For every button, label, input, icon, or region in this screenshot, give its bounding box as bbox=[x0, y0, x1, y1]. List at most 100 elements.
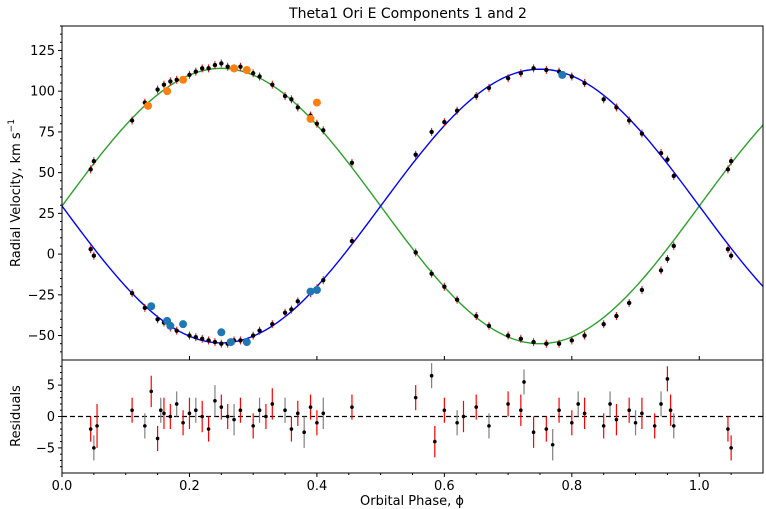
comp2-data-point bbox=[295, 299, 300, 304]
comp1-data-point bbox=[250, 71, 256, 76]
rv-y-tick-label: 75 bbox=[38, 125, 55, 140]
residual-point bbox=[158, 408, 163, 413]
comp1-data-point bbox=[544, 341, 549, 346]
comp1-data-point bbox=[639, 287, 645, 293]
comp2-data-point bbox=[289, 307, 294, 312]
residual-point bbox=[232, 417, 236, 422]
residuals-data-points bbox=[88, 363, 733, 461]
comp2-data-point bbox=[601, 97, 606, 102]
comp1-data-point bbox=[193, 69, 199, 74]
comp1-data-point bbox=[161, 82, 167, 87]
residual-point bbox=[413, 395, 418, 400]
comp2-data-point bbox=[671, 173, 676, 179]
x-tick-label: 1.0 bbox=[689, 479, 710, 494]
comp1-data-point bbox=[442, 284, 447, 289]
comp2-data-point bbox=[518, 71, 524, 76]
residual-point bbox=[633, 420, 638, 425]
residual-point bbox=[550, 442, 555, 447]
residual-point bbox=[206, 427, 211, 431]
orange-data-point bbox=[230, 64, 239, 73]
x-tick-label: 0.8 bbox=[561, 479, 582, 494]
orange-data-point bbox=[179, 75, 188, 84]
comp2-data-point bbox=[282, 310, 288, 315]
comp2-data-point bbox=[429, 129, 434, 135]
comp2-data-point bbox=[582, 80, 587, 86]
rv-y-tick-label: 125 bbox=[30, 44, 55, 59]
blue-data-point bbox=[226, 338, 235, 347]
comp1-data-point bbox=[91, 159, 97, 164]
comp1-data-point bbox=[174, 77, 179, 82]
residual-point bbox=[474, 405, 479, 409]
residual-point bbox=[522, 380, 526, 384]
comp1-data-point bbox=[582, 333, 587, 338]
residual-point bbox=[238, 408, 243, 413]
orange-data-point bbox=[163, 87, 172, 96]
residual-point bbox=[429, 373, 434, 378]
residual-point bbox=[181, 420, 185, 425]
comp1-data-point bbox=[474, 313, 479, 319]
comp2-data-point bbox=[238, 338, 243, 343]
x-tick-label: 0.4 bbox=[307, 479, 328, 494]
residual-point bbox=[302, 430, 306, 434]
comp2-data-point bbox=[349, 238, 355, 244]
residual-point bbox=[671, 424, 676, 428]
comp2-data-point bbox=[88, 247, 93, 252]
rv-y-tick-label: 100 bbox=[30, 85, 55, 100]
rv-y-tick-label: 25 bbox=[38, 207, 55, 222]
comp1-data-point bbox=[225, 64, 230, 69]
comp2-data-point bbox=[454, 108, 460, 113]
comp1-data-point bbox=[129, 118, 135, 123]
comp2-data-point bbox=[250, 333, 256, 338]
comp1-data-point bbox=[429, 271, 434, 276]
comp2-data-point bbox=[206, 338, 211, 343]
residual-point bbox=[264, 414, 268, 419]
residuals-y-tick-label: 0 bbox=[47, 410, 55, 425]
comp2-data-point bbox=[658, 150, 664, 156]
blue-data-point bbox=[306, 287, 315, 296]
residual-point bbox=[219, 405, 224, 409]
comp2-data-point bbox=[474, 93, 479, 99]
comp1-data-point bbox=[626, 300, 632, 306]
x-tick-label: 0.2 bbox=[179, 479, 200, 494]
residual-point bbox=[194, 408, 198, 413]
comp1-data-point bbox=[728, 159, 734, 164]
y-axis-label-rv: Radial Velocity, km s−1 bbox=[7, 119, 24, 267]
residuals-panel: −5 0 5 bbox=[36, 359, 764, 474]
residual-point bbox=[95, 424, 99, 428]
comp2-data-point bbox=[142, 305, 148, 311]
comp1-data-point bbox=[206, 66, 211, 71]
comp1-data-point bbox=[665, 256, 670, 262]
residual-point bbox=[652, 424, 657, 428]
comp1-data-point bbox=[295, 105, 300, 110]
comp1-data-point bbox=[238, 64, 243, 69]
residual-point bbox=[570, 420, 574, 425]
comp2-data-point bbox=[665, 157, 670, 162]
residual-point bbox=[350, 405, 354, 409]
comp1-data-point bbox=[219, 61, 224, 66]
residual-point bbox=[143, 424, 147, 428]
x-axis-ticks: 0.0 0.2 0.4 0.6 0.8 1.0 bbox=[52, 356, 732, 494]
comp1-data-point bbox=[556, 341, 562, 346]
orange-data-point bbox=[144, 101, 153, 110]
comp1-data-point bbox=[518, 336, 524, 342]
comp2-data-point bbox=[212, 339, 218, 345]
chart-title: Theta1 Ori E Components 1 and 2 bbox=[288, 6, 527, 22]
residual-point bbox=[283, 408, 287, 413]
residual-point bbox=[455, 420, 459, 425]
comp1-data-point bbox=[200, 66, 205, 71]
residual-point bbox=[213, 399, 217, 403]
comp1-data-point bbox=[658, 268, 664, 273]
residual-point bbox=[308, 405, 313, 409]
residual-point bbox=[321, 411, 326, 416]
comp1-data-point bbox=[454, 297, 460, 302]
residual-point bbox=[576, 402, 580, 406]
comp2-data-point bbox=[569, 74, 575, 79]
blue-data-point bbox=[217, 328, 226, 337]
residual-point bbox=[601, 424, 606, 428]
x-tick-label: 0.0 bbox=[52, 479, 73, 494]
comp1-data-point bbox=[349, 160, 355, 166]
rv-y-ticks: −50 −25 0 25 50 75 100 125 bbox=[28, 44, 62, 344]
orange-data-point bbox=[312, 98, 321, 107]
residual-point bbox=[659, 402, 663, 406]
residual-point bbox=[174, 402, 179, 406]
